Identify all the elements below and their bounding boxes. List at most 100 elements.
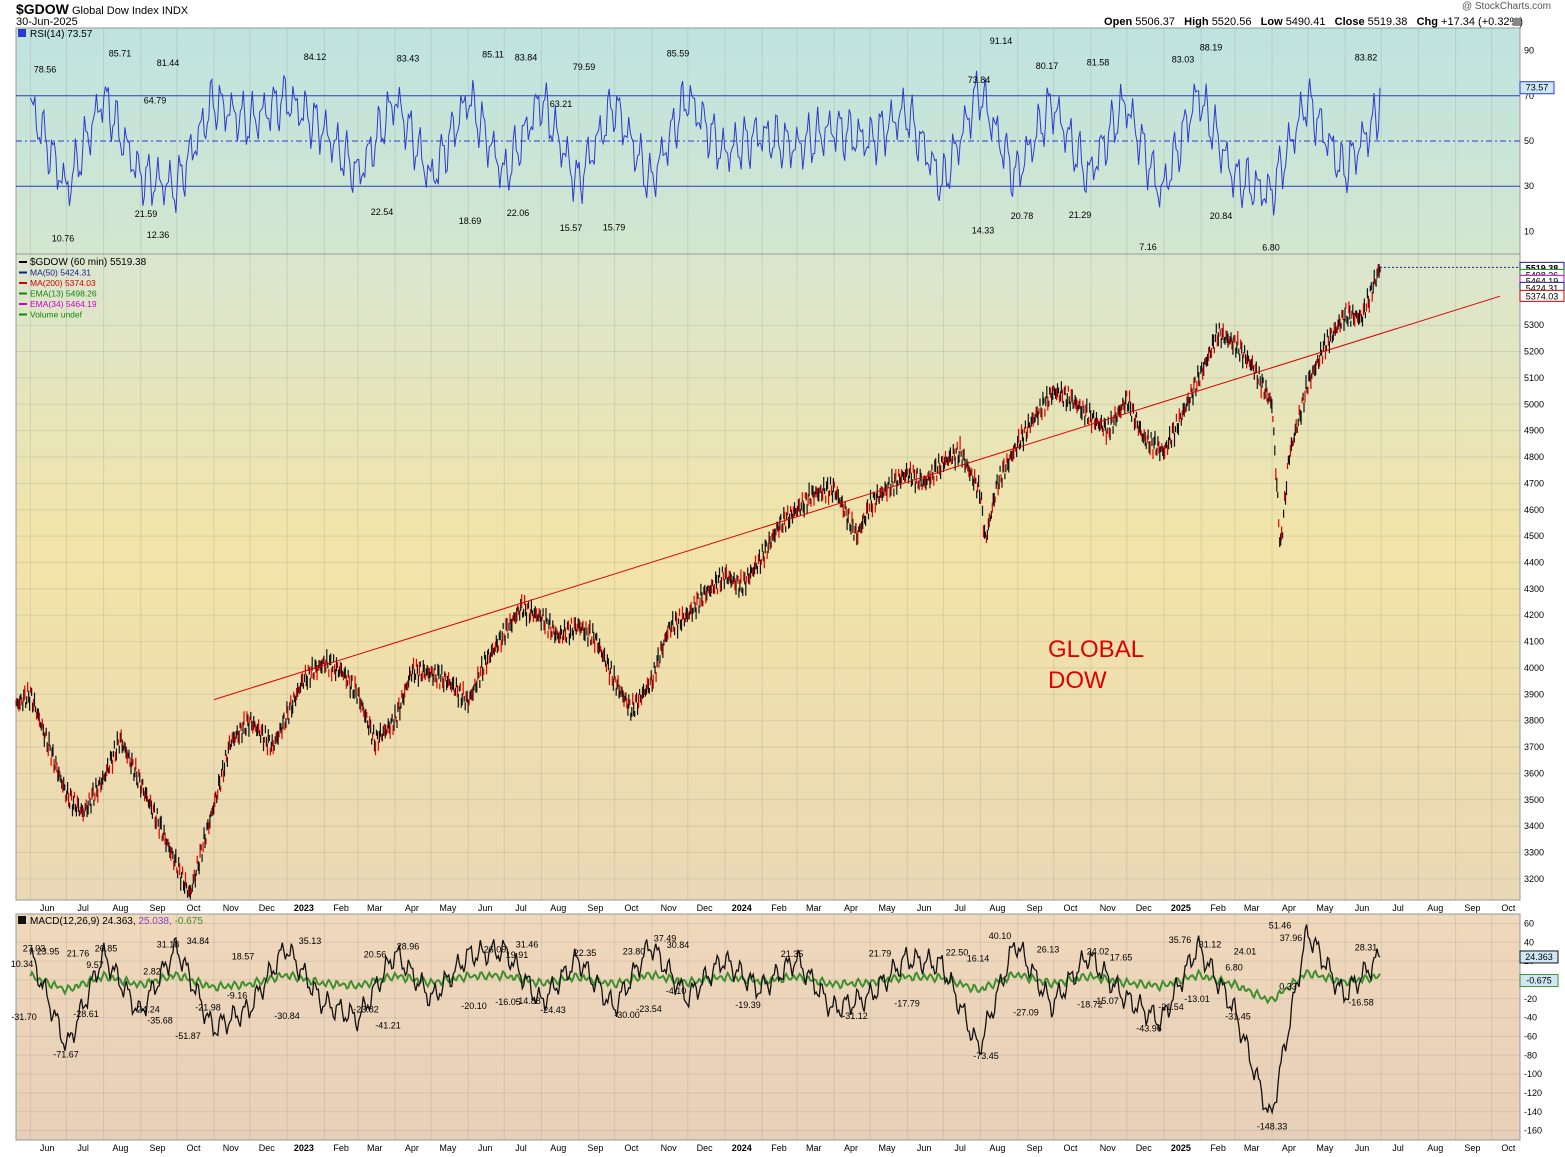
macd-line [29,924,1381,1115]
x-tick-label: Jul [954,903,966,913]
x-tick-label: Nov [661,903,678,913]
macd-trough-label: -23.54 [636,1004,662,1014]
x-tick-label: Feb [771,903,787,913]
macd-trough-label: -17.79 [894,999,920,1009]
chg-label: Chg [1416,16,1438,28]
macd-hist-box [1519,974,1559,988]
macd-peak-label: 20.56 [364,950,387,960]
price-panel-bg [15,253,1521,901]
x-tick-label: Oct [1064,1143,1079,1153]
rsi-trough-label: 10.76 [52,234,75,244]
macd-tick-label: -140 [1524,1107,1542,1117]
x-tick-label: Jun [40,1143,55,1153]
price-tick-label: 4900 [1524,426,1544,436]
price-tick-label: 5300 [1524,320,1544,330]
macd-peak-label: 26.13 [1037,944,1060,954]
ohlc-readout: Open 5506.37 High 5520.56 Low 5490.41 Cl… [1104,16,1523,28]
rsi-tick-label: 70 [1524,91,1534,101]
x-tick-label: Apr [844,1143,858,1153]
x-tick-label: Mar [806,903,822,913]
x-tick-label: Aug [1427,903,1443,913]
price-tick-label: 3300 [1524,848,1544,858]
macd-current-value: 24.363 [1525,952,1553,962]
macd-peak-label: 35.76 [1169,935,1192,945]
macd-peak-label: 21.35 [781,949,804,959]
rsi-tick-label: 90 [1524,46,1534,56]
annotation-line2: DOW [1048,667,1107,694]
price-tick-label: 4400 [1524,557,1544,567]
rsi-peak-label: 85.11 [482,50,504,60]
rsi-peak-label: 81.58 [1087,58,1110,68]
symbol-name: Global Dow Index [71,5,159,17]
x-tick-label: May [878,1143,896,1153]
rsi-peak-label: 84.12 [304,52,327,62]
legend-ema34: EMA(34) 5464.19 [30,299,97,309]
macd-trough-label: -20.10 [461,1001,487,1011]
legend-volume: Volume undef [30,310,83,320]
price-tick-label: 4100 [1524,637,1544,647]
x-tick-label: May [439,1143,457,1153]
x-tick-label: Apr [405,903,419,913]
x-tick-label: Apr [1282,1143,1296,1153]
rsi-peak-label: 91.14 [990,36,1013,46]
price-tick-label: 4800 [1524,452,1544,462]
rsi-peak-label: 83.03 [1172,54,1195,64]
x-tick-label: Aug [112,903,128,913]
x-tick-label: Sep [150,1143,166,1153]
rsi-peak-label: 85.59 [667,49,690,59]
x-tick-label: Oct [1064,903,1079,913]
open-value: 5506.37 [1135,16,1175,28]
rsi-line [29,70,1381,216]
macd-peak-label: 22.35 [574,948,597,958]
macd-trough-label: -16.05 [495,997,521,1007]
macd-peak-label: 37.96 [1280,933,1303,943]
price-tick-label: 5100 [1524,373,1544,383]
price-tick-label: 4500 [1524,531,1544,541]
price-tick-label: 3200 [1524,874,1544,884]
x-tick-label: 2024 [732,1143,752,1153]
macd-tick-label: -80 [1524,1050,1537,1060]
x-tick-label: Aug [550,903,566,913]
macd-peak-label: 30.84 [667,940,690,950]
price-tick-label: 4600 [1524,505,1544,515]
rsi-peak-label: 78.56 [34,64,57,74]
x-tick-label: Apr [844,903,858,913]
macd-peak-label: 28.31 [1355,942,1378,952]
macd-legend: MACD(12,26,9) 24.363, 25.038, -0.675 [30,916,203,927]
x-tick-label: Aug [1427,1143,1443,1153]
x-tick-label: Jun [917,903,932,913]
price-legend-main: $GDOW (60 min) 5519.38 [30,257,147,268]
macd-legend-icon [18,916,26,924]
x-tick-label: Jul [77,903,89,913]
rsi-peak-label: 63.21 [550,99,573,109]
macd-peak-label: 26.85 [95,944,118,954]
x-tick-label: Aug [989,903,1005,913]
macd-peak-label: 18.57 [232,951,255,961]
macd-peak-label: 31.46 [516,939,539,949]
x-tick-label: Oct [187,1143,202,1153]
x-tick-label: Mar [806,1143,822,1153]
macd-histogram [29,968,1381,1005]
rsi-tick-label: 10 [1524,226,1534,236]
macd-tick-label: -20 [1524,994,1537,1004]
x-tick-label: Nov [661,1143,678,1153]
macd-trough-label: -28.61 [73,1009,99,1019]
rsi-peak-label: 88.19 [1200,43,1223,53]
rsi-peak-label: 80.17 [1036,61,1059,71]
rsi-trough-label: 7.16 [1139,242,1157,252]
macd-tick-label: 60 [1524,918,1534,928]
x-tick-label: May [1316,903,1334,913]
rsi-trough-label: 14.33 [972,226,995,236]
price-tick-label: 3500 [1524,795,1544,805]
rsi-peak-label: 85.71 [109,48,132,58]
macd-hist-value: -0.675 [1526,976,1552,986]
macd-trough-label: -27.09 [1013,1007,1039,1017]
macd-peak-label: 34.84 [187,936,210,946]
x-tick-label: Mar [367,903,383,913]
macd-current-box [1519,950,1559,964]
settings-icon[interactable] [1513,18,1521,26]
x-tick-label: Aug [989,1143,1005,1153]
macd-peak-label: 51.46 [1269,920,1292,930]
x-tick-label: Sep [1464,903,1480,913]
x-tick-label: Nov [223,903,240,913]
